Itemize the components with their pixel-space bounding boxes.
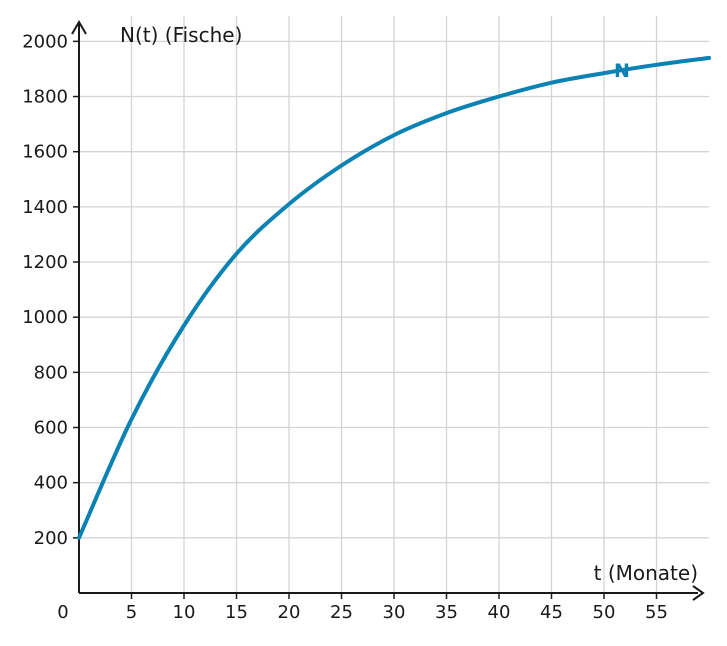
x-tick-label: 30 bbox=[383, 602, 406, 623]
y-tick-label: 200 bbox=[34, 528, 68, 549]
x-tick-label: 40 bbox=[488, 602, 511, 623]
series-line-N bbox=[77, 55, 711, 540]
y-tick-label: 1200 bbox=[22, 252, 68, 273]
x-tick-label: 15 bbox=[225, 602, 248, 623]
series-layer: N bbox=[77, 55, 711, 540]
y-tick-label: 1000 bbox=[22, 307, 68, 328]
y-tick-label: 1800 bbox=[22, 87, 68, 108]
y-tick-label: 800 bbox=[34, 362, 68, 383]
y-tick-label: 400 bbox=[34, 473, 68, 494]
x-tick-label: 45 bbox=[540, 602, 563, 623]
y-tick-label: 600 bbox=[34, 418, 68, 439]
y-axis-arrow-icon bbox=[71, 20, 87, 35]
x-tick-label: 10 bbox=[173, 602, 196, 623]
x-axis-arrow-icon bbox=[692, 585, 705, 601]
grid bbox=[79, 16, 709, 593]
y-axis-title: N(t) (Fische) bbox=[120, 23, 242, 47]
x-tick-label: 25 bbox=[330, 602, 353, 623]
x-tick-label: 5 bbox=[126, 602, 137, 623]
tick-labels: 5 10 15 20 25 30 35 40 45 50 55 200 400 600 800 1000 120… bbox=[22, 31, 668, 623]
x-tick-label: 50 bbox=[593, 602, 616, 623]
x-tick-label: 55 bbox=[645, 602, 668, 623]
origin-label: 0 bbox=[57, 602, 68, 623]
y-tick-label: 2000 bbox=[22, 31, 68, 52]
axes bbox=[71, 20, 705, 601]
x-tick-label: 20 bbox=[278, 602, 301, 623]
x-tick-label: 35 bbox=[435, 602, 458, 623]
y-tick-label: 1400 bbox=[22, 197, 68, 218]
series-label-N: N bbox=[614, 60, 630, 82]
y-tick-label: 1600 bbox=[22, 142, 68, 163]
x-axis-title: t (Monate) bbox=[594, 561, 698, 585]
